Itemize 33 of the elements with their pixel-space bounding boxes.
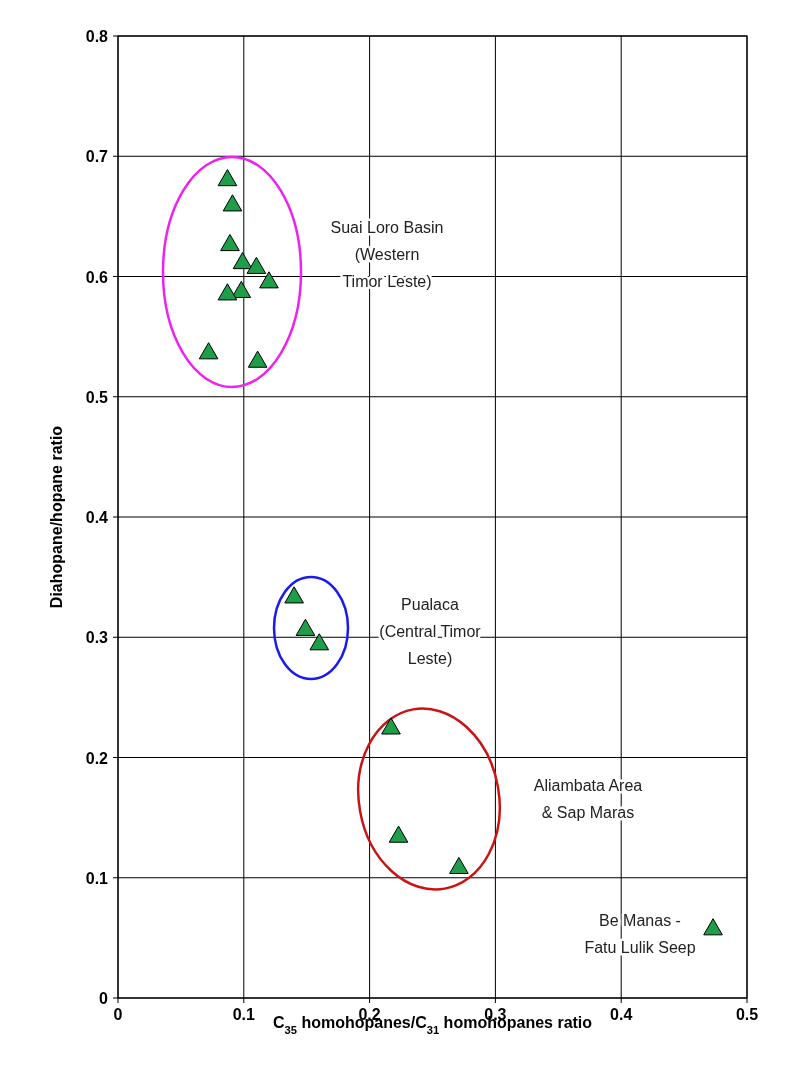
point bbox=[259, 271, 279, 289]
point bbox=[198, 342, 219, 360]
y-tick-label: 0.1 bbox=[85, 869, 109, 887]
point bbox=[295, 618, 316, 636]
y-tick-label: 0.8 bbox=[85, 28, 109, 45]
point bbox=[381, 717, 401, 735]
point bbox=[220, 233, 240, 252]
x-tick-label: 0.4 bbox=[610, 1006, 633, 1023]
x-tick-label: 0.1 bbox=[232, 1006, 256, 1023]
annotation: Pualaca (Central Timor Leste) bbox=[379, 596, 482, 667]
point bbox=[217, 169, 238, 187]
point bbox=[703, 918, 723, 936]
point bbox=[231, 280, 252, 299]
y-tick-label: 0 bbox=[99, 990, 109, 1007]
y-tick-label: 0.3 bbox=[85, 629, 109, 647]
point bbox=[449, 856, 469, 874]
point bbox=[232, 252, 253, 270]
point bbox=[246, 256, 267, 274]
point bbox=[247, 350, 268, 368]
x-tick-label: 0.5 bbox=[735, 1006, 759, 1023]
x-tick-label: 0 bbox=[113, 1006, 123, 1023]
point bbox=[284, 586, 304, 604]
y-tick-label: 0.7 bbox=[85, 148, 109, 166]
annotation: Be Manas - Fatu Lulik Seep bbox=[584, 911, 696, 956]
y-tick-label: 0.6 bbox=[85, 268, 109, 286]
point bbox=[309, 633, 330, 651]
point bbox=[388, 825, 409, 843]
y-tick-label: 0.2 bbox=[85, 749, 109, 767]
point bbox=[217, 283, 238, 301]
y-tick-label: 0.5 bbox=[85, 388, 109, 406]
point bbox=[222, 194, 243, 212]
y-axis-title: Diahopane/hopane ratio bbox=[48, 425, 65, 609]
y-tick-label: 0.4 bbox=[85, 509, 109, 526]
